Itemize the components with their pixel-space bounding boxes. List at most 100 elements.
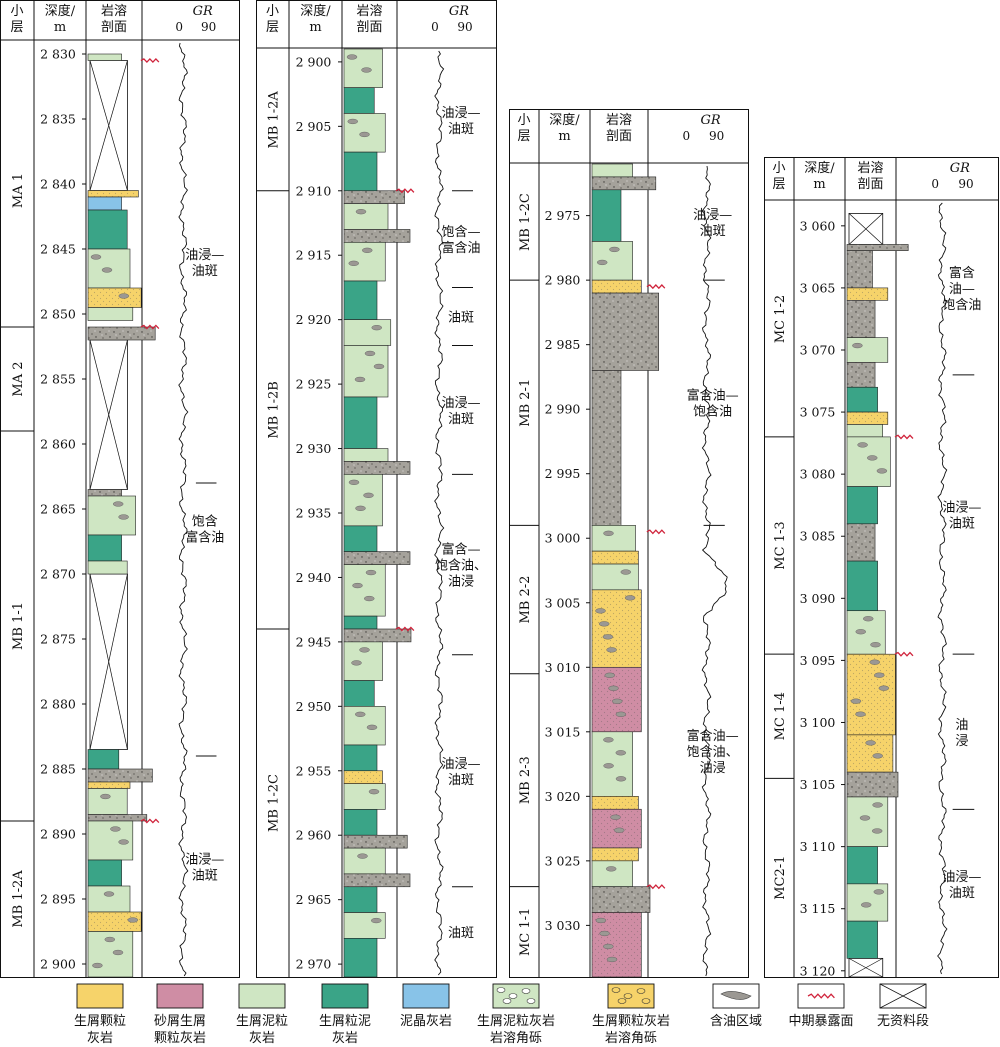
depth-label: 3 120 [800,963,836,978]
layer-label: MB 1-2C [267,774,282,832]
gr-header: GR [449,4,469,19]
layer-label: MC 1-3 [773,521,788,569]
lithology-bed [591,860,633,887]
oil-patch [855,711,866,717]
depth-label: 2 860 [40,437,76,452]
oil-patch [127,917,139,923]
oil-grade-label: 油浸— [441,757,480,772]
oil-patch [346,54,358,60]
lithology-bed [343,783,386,810]
legend-label: 生屑颗粒 [74,1014,126,1029]
lithology-bed [343,448,389,462]
gr-max-label: 90 [457,20,472,34]
oil-patch [366,724,378,730]
depth-unit: m [309,20,321,35]
oil-patch [118,293,130,299]
gr-curve [434,50,445,976]
oil-patch [863,616,874,622]
profile-header: 岩溶 [857,161,883,176]
legend-label: 岩溶角砾 [490,1031,542,1046]
oil-patch [878,685,890,691]
oil-patch [351,660,362,666]
gr-header: GR [950,161,970,176]
oil-patch [865,740,876,746]
gr-curve [937,202,948,975]
lithology-bed [87,534,122,562]
lithology-bed [87,768,153,783]
lithology-bed [87,209,128,250]
depth-label: 3 000 [545,531,581,546]
layer-label: MB 1-2C [518,193,533,251]
nodata-swatch-cross [879,983,927,1009]
column-frame [0,0,240,978]
legend-label: 灰岩 [249,1031,275,1046]
depth-label: 2 930 [296,441,332,456]
legend-item-sparry_micrite: 泥晶灰岩 [400,983,452,1029]
oil-patch [604,672,615,678]
oil-patch [612,698,623,704]
oil-grade-label: 油斑 [192,869,218,884]
lithology-bed [343,886,378,913]
layer-header: 小 [517,113,530,128]
oil-patch [92,962,103,969]
depth-label: 3 015 [545,724,581,739]
layer-label: MB 1-2A [11,870,26,928]
lithology-bed [343,319,392,346]
oil-patch [595,608,606,614]
exposure-surface [140,324,160,330]
lithology-bed [87,307,134,321]
lithology-bed [343,229,411,243]
lithology-bed [343,912,386,939]
gr-min-label: 0 [683,129,691,143]
depth-header: 深度/ [804,160,835,176]
exposure-surface [140,818,160,824]
oil-patch [620,569,631,575]
oil-grade-label: 油浸— [693,208,732,223]
depth-label: 3 100 [800,715,836,730]
depth-label: 3 070 [800,342,836,357]
lithology-bed [846,424,884,438]
depth-label: 2 915 [296,248,332,263]
oil-patch [368,789,380,795]
oil-patch [859,815,871,821]
oil-patch [357,853,368,859]
oil-grade-label: 油斑 [448,412,474,427]
layer-header: 层 [772,177,785,192]
nodata-cross [89,339,128,490]
layer-label: MC 1-2 [773,295,788,343]
depth-label: 3 110 [800,839,836,854]
oil-patch [615,750,626,756]
depth-label: 2 950 [296,699,332,714]
depth-label: 2 970 [296,957,332,972]
profile-header: 剖面 [857,177,883,192]
oil-grade-label: 油斑 [700,224,726,239]
oil-patch [355,711,366,717]
layer-header: 小 [772,161,785,176]
profile-header: 岩溶 [356,4,382,19]
legend-item-bioclastic_micrite: 生屑泥粒灰岩 [236,983,288,1046]
depth-label: 2 875 [40,632,76,647]
layer-label: MA 1 [11,173,26,208]
oil-patch [363,492,374,498]
bed-texture [847,412,888,425]
layer-label: MC2-1 [773,856,788,900]
exposure-surface [646,284,666,290]
depth-label: 2 910 [296,183,332,198]
lithology-bed [846,560,878,612]
depth-label: 2 895 [40,892,76,907]
layer-header: 层 [517,129,530,144]
legend-item-oil_region: 含油区域 [710,983,762,1029]
oil-grade-label: 油浸— [942,870,981,885]
lithology-bed [846,362,876,388]
profile-header: 剖面 [356,20,382,35]
legend-swatch [321,983,369,1009]
oil-grade-label: 油浸— [441,106,480,121]
lithology-bed [591,563,639,591]
breccia-clast [611,987,621,993]
depth-unit: m [54,20,66,35]
lithology-bed [87,788,128,815]
depth-label: 2 945 [296,634,332,649]
